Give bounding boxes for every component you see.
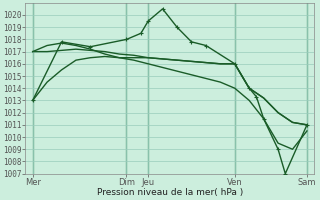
X-axis label: Pression niveau de la mer( hPa ): Pression niveau de la mer( hPa ) xyxy=(97,188,243,197)
